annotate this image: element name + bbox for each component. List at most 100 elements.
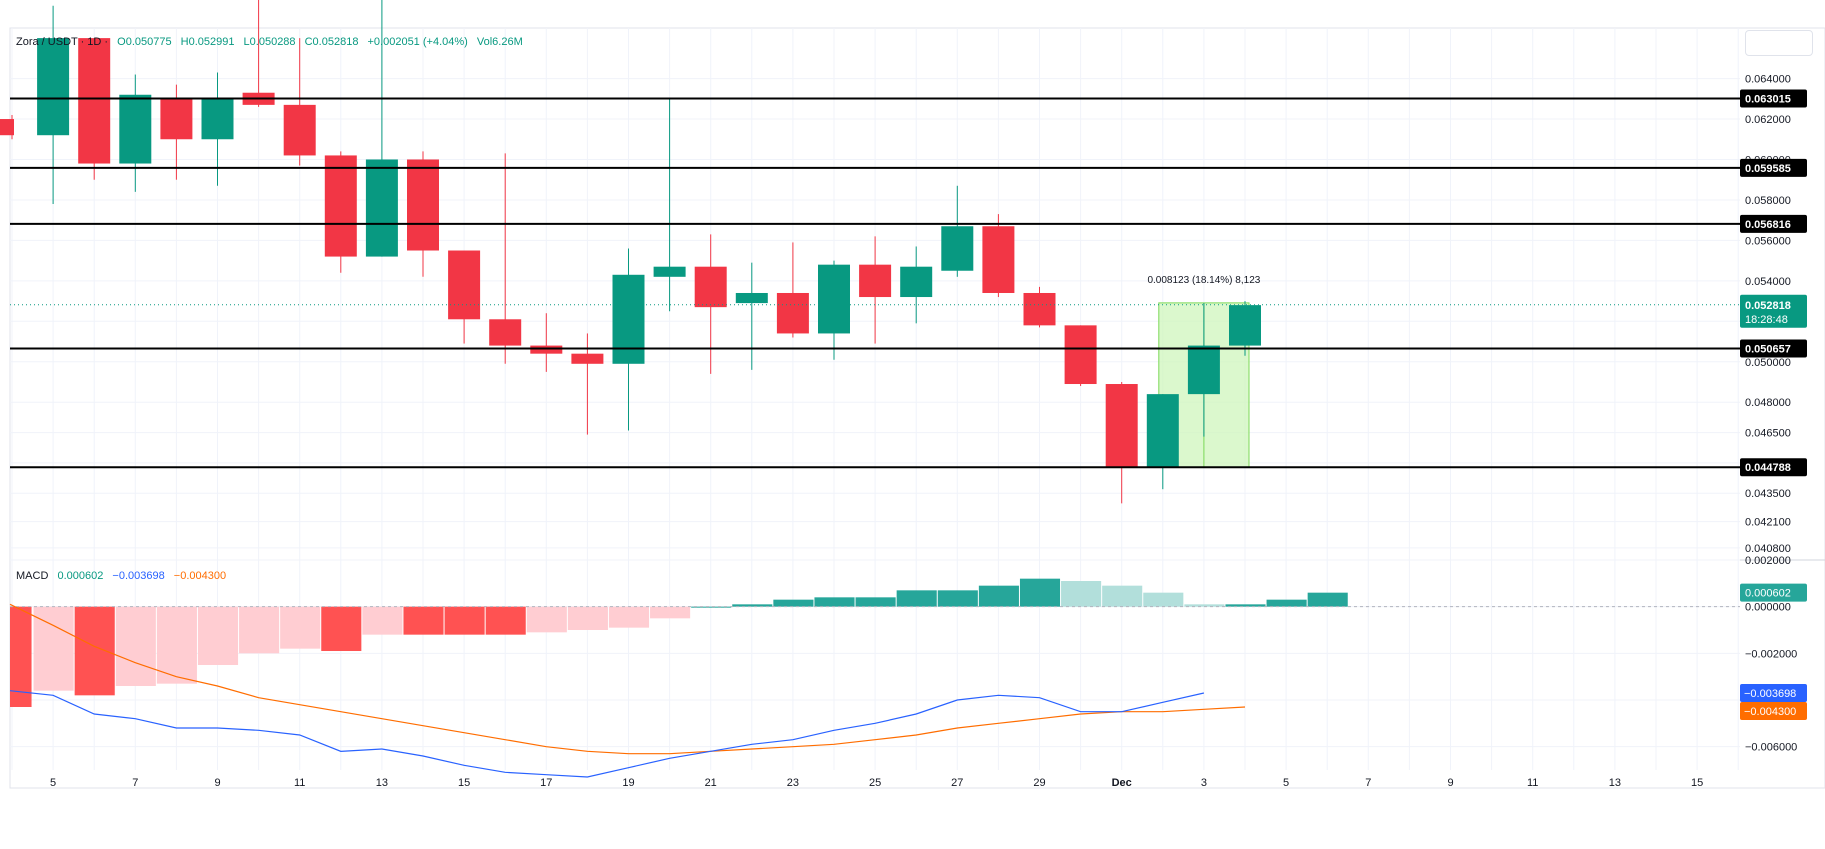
macd-hist-bar — [74, 606, 115, 696]
time-tick-label: 29 — [1033, 777, 1045, 789]
macd-signal-badge — [1740, 701, 1807, 720]
candle-body — [160, 98, 193, 140]
price-tick-label: 0.062000 — [1745, 114, 1791, 126]
candle-body — [78, 38, 111, 164]
macd-line-value: −0.003698 — [112, 570, 165, 582]
level-badge-label: 0.059585 — [1745, 163, 1791, 175]
macd-tick-label: −0.006000 — [1745, 742, 1797, 754]
time-tick-label: Dec — [1112, 777, 1132, 789]
macd-hist-bar — [1061, 581, 1102, 607]
level-badge — [1740, 89, 1807, 108]
macd-hist-bar — [239, 606, 280, 654]
time-tick-label: 7 — [1365, 777, 1371, 789]
price-tick-label: 0.043500 — [1745, 488, 1791, 500]
open-value: O0.050775 — [117, 36, 172, 48]
candle-body — [489, 319, 522, 346]
macd-hist-bar — [115, 606, 156, 686]
macd-hist-value: 0.000602 — [57, 570, 104, 582]
macd-hist-bar — [33, 606, 74, 691]
candle-body — [612, 274, 645, 364]
candle-body — [0, 119, 14, 136]
macd-hist-bar — [567, 606, 608, 630]
candle-body — [776, 292, 809, 334]
macd-tick-label: 0.000000 — [1745, 602, 1791, 614]
candle-body — [119, 94, 152, 164]
ohlc-legend: Zora / USDT · 1D · O0.050775 H0.052991 L… — [16, 36, 529, 48]
macd-hist-bar — [732, 604, 773, 607]
macd-hist-badge-label: 0.000602 — [1745, 588, 1791, 600]
macd-hist-bar — [1102, 585, 1143, 607]
macd-label: MACD — [16, 570, 49, 582]
candle-body — [859, 264, 892, 298]
macd-tick-label: 0.002000 — [1745, 555, 1791, 567]
close-value: C0.052818 — [304, 36, 359, 48]
price-tick-label: 0.040800 — [1745, 543, 1791, 555]
time-tick-label: 15 — [1691, 777, 1703, 789]
candle-body — [1229, 305, 1261, 346]
time-tick-label: 19 — [622, 777, 634, 789]
macd-hist-bar — [321, 606, 362, 651]
candle-body — [1105, 384, 1138, 467]
time-tick-label: 21 — [705, 777, 717, 789]
level-badge — [1740, 214, 1807, 233]
macd-histogram — [10, 578, 1348, 707]
time-tick-label: 9 — [1447, 777, 1453, 789]
candle-body — [1023, 292, 1056, 326]
macd-hist-bar — [280, 606, 321, 649]
macd-hist-bar — [1019, 578, 1061, 607]
macd-hist-bar — [855, 597, 896, 607]
macd-hist-bar — [814, 597, 855, 607]
candle-body — [941, 226, 974, 271]
price-tick-label: 0.042100 — [1745, 517, 1791, 529]
time-tick-label: 11 — [294, 777, 305, 789]
grid — [10, 28, 1740, 770]
time-tick-label: 7 — [132, 777, 138, 789]
macd-tick-label: −0.002000 — [1745, 648, 1797, 660]
level-badge — [1740, 458, 1807, 477]
level-badge-label: 0.044788 — [1745, 462, 1791, 474]
macd-hist-bar — [485, 606, 526, 635]
level-badge-label: 0.056816 — [1745, 219, 1791, 231]
candle-body — [365, 159, 398, 257]
symbol-label: Zora / USDT · 1D · — [16, 36, 109, 48]
price-tick-label: 0.054000 — [1745, 276, 1791, 288]
price-tick-label: 0.050000 — [1745, 357, 1791, 369]
price-tick-label: 0.046500 — [1745, 428, 1791, 440]
time-tick-label: 17 — [540, 777, 552, 789]
candle-body — [982, 226, 1015, 293]
macd-hist-bar — [608, 606, 650, 628]
macd-legend: MACD 0.000602 −0.003698 −0.004300 — [16, 570, 232, 582]
macd-hist-bar — [156, 606, 197, 684]
time-tick-label: 13 — [1609, 777, 1621, 789]
time-tick-label: 27 — [951, 777, 963, 789]
macd-hist-bar — [1143, 592, 1184, 607]
change-value: +0.002051 (+4.04%) — [367, 36, 468, 48]
macd-hist-bar — [650, 606, 691, 619]
macd-line-badge — [1740, 683, 1807, 702]
candle-body — [324, 155, 357, 257]
candle-body — [818, 264, 850, 334]
toolbar-placeholder-box[interactable] — [1745, 30, 1813, 56]
time-tick-label: 23 — [787, 777, 799, 789]
macd-hist-bar — [362, 606, 403, 635]
time-tick-label: 9 — [214, 777, 220, 789]
macd-hist-bar — [937, 590, 978, 607]
time-tick-label: 25 — [869, 777, 881, 789]
candle-body — [694, 266, 727, 308]
candle-body — [530, 345, 563, 354]
level-badge-label: 0.050657 — [1745, 343, 1791, 355]
high-value: H0.052991 — [180, 36, 235, 48]
macd-hist-bar — [773, 599, 814, 607]
candle-body — [448, 250, 481, 320]
low-value: L0.050288 — [243, 36, 296, 48]
macd-hist-bar — [978, 585, 1019, 607]
current-price-label: 0.052818 — [1745, 300, 1791, 312]
candle-body — [653, 266, 686, 277]
macd-signal-value: −0.004300 — [173, 570, 227, 582]
measure-label: 0.008123 (18.14%) 8,123 — [1147, 275, 1260, 286]
macd-hist-bar — [197, 606, 239, 665]
macd-signal-badge-label: −0.004300 — [1744, 706, 1796, 718]
macd-hist-bar — [1307, 592, 1348, 607]
candle-body — [37, 38, 70, 136]
